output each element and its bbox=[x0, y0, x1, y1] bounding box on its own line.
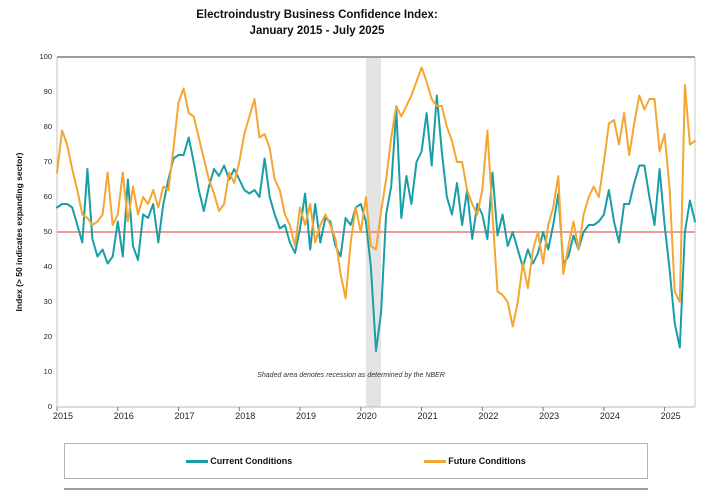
y-tick-label: 0 bbox=[47, 402, 52, 411]
legend-label-future-conditions: Future Conditions bbox=[448, 456, 526, 466]
x-tick-label: 2025 bbox=[660, 411, 681, 421]
x-tick-label: 2017 bbox=[174, 411, 195, 421]
y-tick-label: 60 bbox=[43, 192, 52, 201]
y-tick-label: 30 bbox=[43, 297, 52, 306]
bottom-divider bbox=[64, 488, 648, 490]
y-tick-label: 90 bbox=[43, 87, 52, 96]
y-tick-label: 20 bbox=[43, 332, 52, 341]
chart-title: Electroindustry Business Confidence Inde… bbox=[0, 7, 634, 39]
x-tick-label: 2023 bbox=[539, 411, 560, 421]
chart-title-line2: January 2015 - July 2025 bbox=[249, 25, 385, 38]
x-tick-label: 2020 bbox=[356, 411, 377, 421]
x-tick-label: 2021 bbox=[417, 411, 438, 421]
x-tick-label: 2019 bbox=[296, 411, 317, 421]
y-tick-label: 10 bbox=[43, 367, 52, 376]
x-tick-label: 2022 bbox=[478, 411, 499, 421]
current-conditions-line bbox=[56, 94, 696, 352]
x-tick-label: 2024 bbox=[599, 411, 620, 421]
legend-entry-current-conditions: Current Conditions bbox=[186, 456, 292, 466]
x-tick-label: 2016 bbox=[113, 411, 134, 421]
y-tick-label: 70 bbox=[43, 157, 52, 166]
y-tick-label: 50 bbox=[43, 227, 52, 236]
x-tick-label: 2018 bbox=[235, 411, 256, 421]
y-tick-label: 40 bbox=[43, 262, 52, 271]
legend-entry-future-conditions: Future Conditions bbox=[424, 456, 526, 466]
y-tick-label: 80 bbox=[43, 122, 52, 131]
future-conditions-line bbox=[56, 66, 696, 328]
legend-label-current-conditions: Current Conditions bbox=[210, 456, 293, 466]
future-conditions-swatch bbox=[424, 459, 447, 463]
chart-title-line1: Electroindustry Business Confidence Inde… bbox=[196, 9, 438, 21]
legend: Current Conditions Future Conditions bbox=[64, 443, 648, 479]
current-conditions-swatch bbox=[186, 459, 209, 463]
y-tick-label: 100 bbox=[39, 52, 52, 61]
x-tick-label: 2015 bbox=[52, 411, 74, 421]
recession-annotation: Shaded area denotes recession as determi… bbox=[257, 372, 445, 379]
